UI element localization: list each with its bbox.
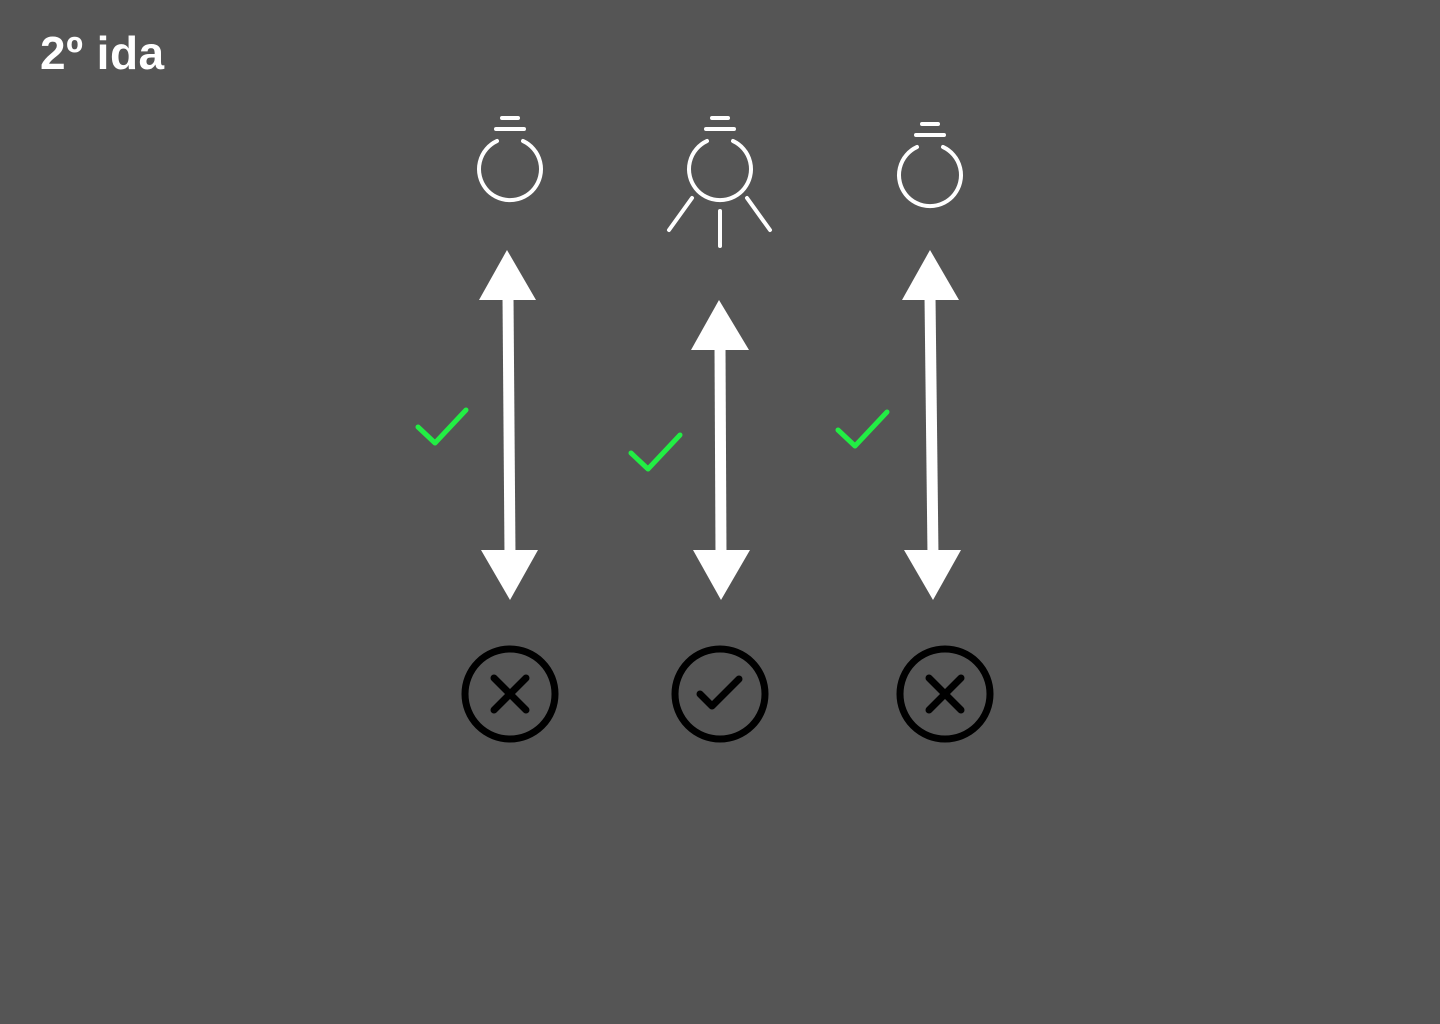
column-3 — [835, 122, 994, 743]
check-circle-icon — [671, 645, 769, 743]
check-icon — [628, 432, 683, 472]
page-title: 2º ida — [40, 27, 165, 79]
check-icon — [835, 409, 890, 449]
column-2 — [628, 116, 772, 743]
double-arrow-icon — [691, 300, 750, 600]
bulb-lit-icon — [667, 116, 772, 248]
double-arrow-icon — [479, 250, 538, 600]
column-1 — [415, 116, 559, 743]
double-arrow-icon — [902, 250, 961, 600]
check-icon — [415, 407, 469, 446]
x-circle-icon — [896, 645, 994, 743]
bulb-off-icon — [477, 116, 543, 203]
x-circle-icon — [461, 645, 559, 743]
bulb-off-icon — [897, 122, 963, 209]
